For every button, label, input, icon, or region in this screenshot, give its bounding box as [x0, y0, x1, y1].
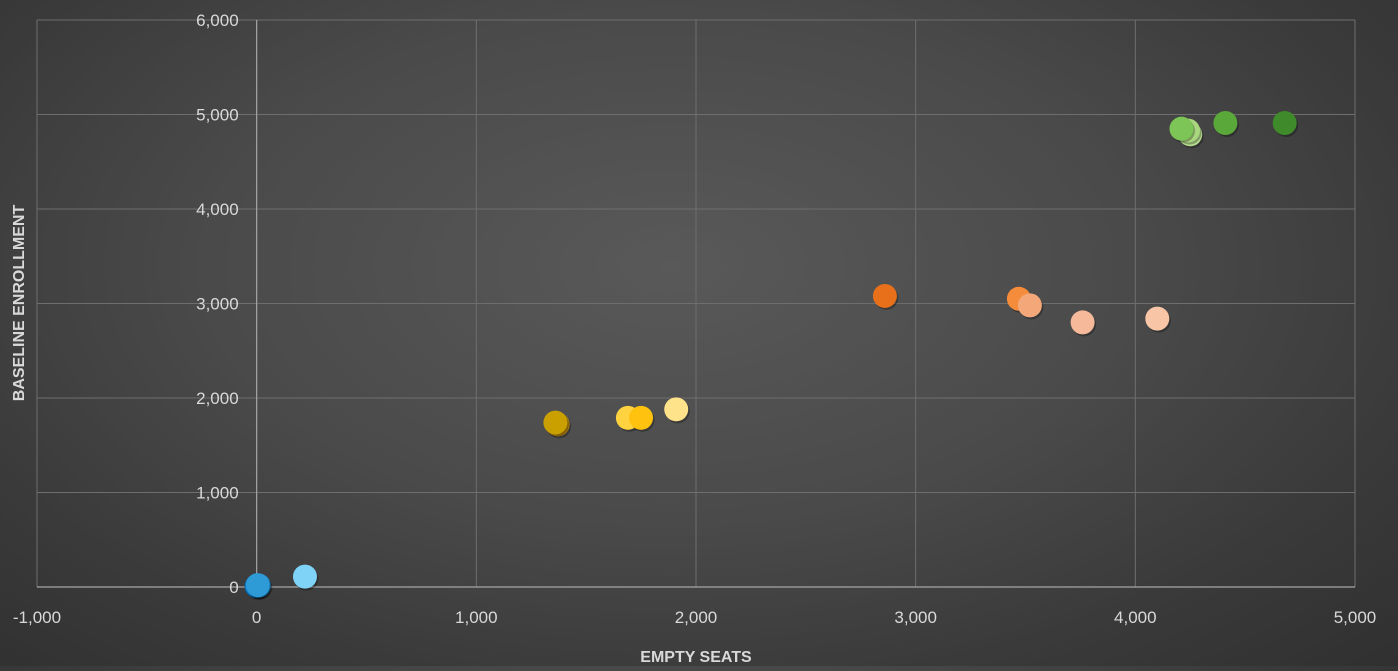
y-tick-label: 2,000	[196, 389, 239, 408]
x-tick-label: 4,000	[1114, 608, 1157, 627]
y-tick-label: 3,000	[196, 295, 239, 314]
data-point	[664, 397, 689, 422]
x-tick-label: 5,000	[1334, 608, 1377, 627]
x-tick-label: -1,000	[13, 608, 61, 627]
data-point	[1169, 116, 1194, 141]
data-point	[292, 564, 317, 589]
data-point	[1213, 111, 1238, 136]
data-point	[1017, 293, 1042, 318]
y-tick-label: 1,000	[196, 484, 239, 503]
data-point	[629, 405, 654, 430]
x-tick-labels: -1,000 0 1,000 2,000 3,000 4,000 5,000	[13, 608, 1376, 627]
data-points	[244, 111, 1299, 601]
y-tick-label: 5,000	[196, 106, 239, 125]
y-tick-label: 0	[229, 578, 238, 597]
data-point	[1272, 111, 1297, 136]
y-axis-title: BASELINE ENROLLMENT	[11, 205, 28, 402]
data-point	[872, 283, 897, 308]
x-tick-label: 1,000	[455, 608, 498, 627]
data-point	[1145, 306, 1170, 331]
data-point	[245, 573, 270, 598]
y-tick-labels: 0 1,000 2,000 3,000 4,000 5,000 6,000	[196, 11, 239, 597]
data-point	[543, 410, 568, 435]
y-tick-label: 4,000	[196, 200, 239, 219]
data-point	[1070, 310, 1095, 335]
x-tick-label: 3,000	[894, 608, 937, 627]
y-tick-label: 6,000	[196, 11, 239, 30]
x-axis-title: EMPTY SEATS	[640, 649, 752, 666]
x-tick-label: 0	[252, 608, 261, 627]
x-tick-label: 2,000	[675, 608, 718, 627]
